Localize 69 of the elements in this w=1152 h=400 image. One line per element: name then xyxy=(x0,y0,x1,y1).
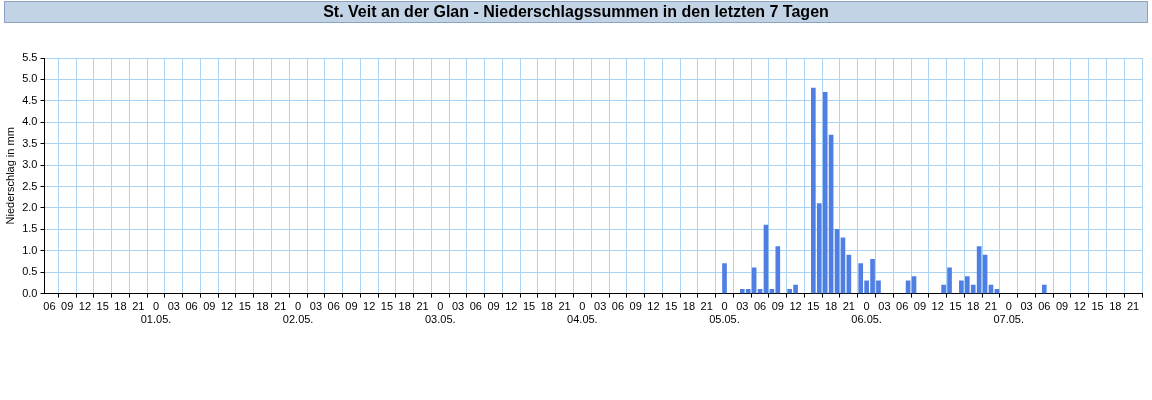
x-tick-label: 18 xyxy=(114,300,127,313)
y-tick-label: 4.5 xyxy=(22,93,38,106)
x-tick-label: 09 xyxy=(61,300,74,313)
x-tick-label: 21 xyxy=(558,300,571,313)
x-tick-label: 15 xyxy=(1091,300,1104,313)
x-tick-label: 18 xyxy=(824,300,838,313)
x-tick-label: 06 xyxy=(611,300,625,313)
x-tick-label: 09 xyxy=(629,300,642,313)
x-tick-label: 06 xyxy=(327,300,340,313)
x-tick-label: 12 xyxy=(78,300,92,313)
x-tick-label: 03 xyxy=(167,300,180,313)
x-tick-label: 12 xyxy=(1073,300,1086,313)
y-tick-label: 2.0 xyxy=(22,200,38,213)
x-tick-label: 03 xyxy=(451,300,465,313)
x-tick-label: 18 xyxy=(256,300,269,313)
x-tick-label: 15 xyxy=(807,300,820,313)
x-tick-label: 03 xyxy=(736,300,749,313)
x-tick-label: 21 xyxy=(1126,300,1140,313)
y-tick-label: 3.5 xyxy=(22,136,38,149)
x-tick-label: 15 xyxy=(522,300,536,313)
x-tick-label: 09 xyxy=(1055,300,1069,313)
y-tick-label: 1.0 xyxy=(22,243,38,256)
x-tick-label: 15 xyxy=(380,300,394,313)
x-tick-label: 18 xyxy=(682,300,696,313)
x-tick-label: 12 xyxy=(505,300,518,313)
y-tick-label: 4.0 xyxy=(22,115,38,128)
x-tick-label: 15 xyxy=(949,300,962,313)
x-tick-label: 12 xyxy=(789,300,802,313)
x-tick-label: 09 xyxy=(203,300,216,313)
x-tick-label: 21 xyxy=(842,300,855,313)
x-tick-label: 03 xyxy=(1020,300,1033,313)
x-tick-label: 12 xyxy=(647,300,660,313)
x-tick-label: 09 xyxy=(345,300,358,313)
x-tick-label: 06 xyxy=(469,300,482,313)
x-tick-label: 21 xyxy=(132,300,145,313)
y-axis-title: Niederschlag in mm xyxy=(3,127,16,225)
x-tick-label: 06 xyxy=(1038,300,1051,313)
y-tick-label: 2.5 xyxy=(22,179,38,192)
x-tick-label: 09 xyxy=(771,300,784,313)
x-tick-label: 15 xyxy=(665,300,678,313)
x-tick-label: 06 xyxy=(753,300,767,313)
x-tick-label: 18 xyxy=(967,300,980,313)
x-tick-label: 12 xyxy=(363,300,376,313)
x-tick-label: 06 xyxy=(43,300,56,313)
y-tick-label: 0.5 xyxy=(22,265,38,278)
x-tick-label: 21 xyxy=(984,300,998,313)
x-tick-label: 18 xyxy=(398,300,411,313)
x-tick-label: 21 xyxy=(274,300,287,313)
x-tick-label: 06 xyxy=(185,300,198,313)
y-tick-label: 3.0 xyxy=(22,158,38,171)
y-tick-label: 0.0 xyxy=(22,286,38,299)
x-tick-label: 06 xyxy=(896,300,909,313)
x-tick-label: 03 xyxy=(594,300,607,313)
x-tick-label: 15 xyxy=(238,300,251,313)
y-tick-label: 5.0 xyxy=(22,72,38,85)
x-tick-label: 12 xyxy=(931,300,944,313)
chart-title: St. Veit an der Glan - Niederschlagssummen in den letzten 7 Tagen xyxy=(4,1,1148,23)
x-tick-label: 12 xyxy=(220,300,234,313)
x-tick-label: 21 xyxy=(416,300,429,313)
y-tick-label: 1.5 xyxy=(22,222,38,235)
x-tick-label: 21 xyxy=(700,300,713,313)
y-tick-label: 5.5 xyxy=(22,51,38,64)
x-tick-label: 03 xyxy=(309,300,323,313)
x-tick-label: 18 xyxy=(540,300,553,313)
x-tick-label: 15 xyxy=(96,300,109,313)
x-tick-label: 03 xyxy=(878,300,891,313)
x-tick-label: 09 xyxy=(913,300,927,313)
x-tick-label: 18 xyxy=(1109,300,1122,313)
x-tick-label: 09 xyxy=(487,300,500,313)
